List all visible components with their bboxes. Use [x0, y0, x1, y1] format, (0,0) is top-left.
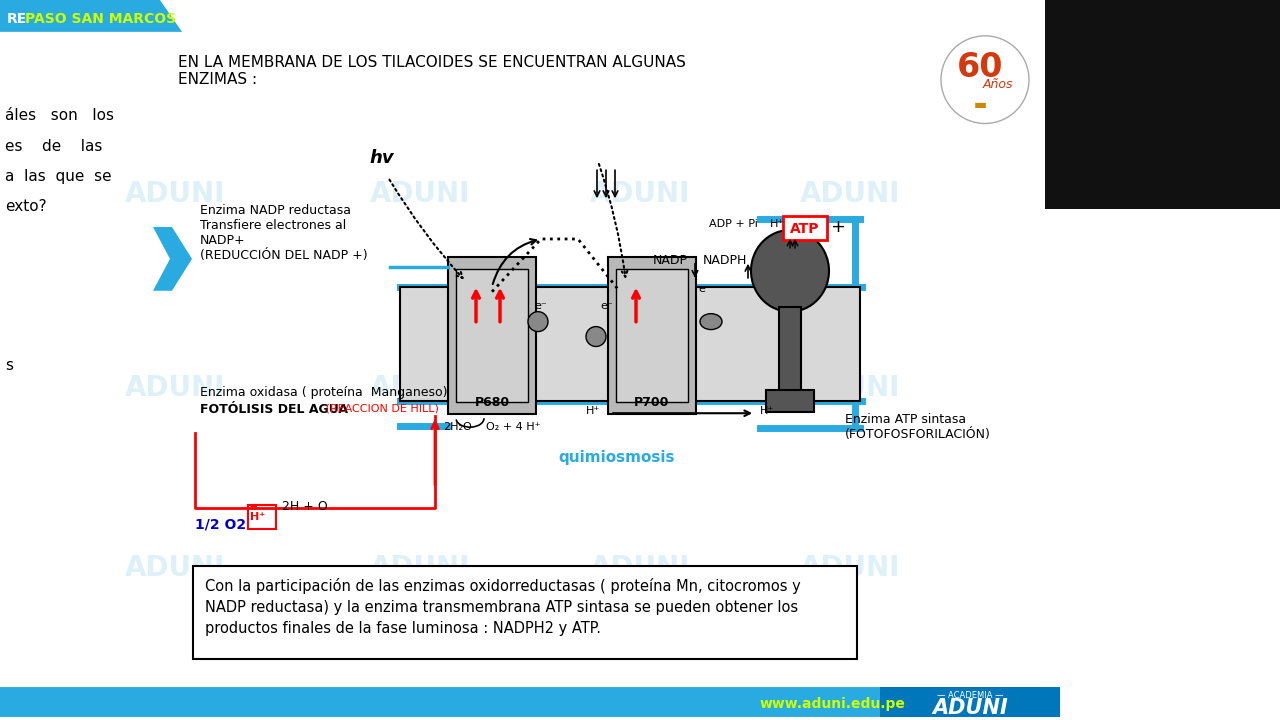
Polygon shape	[154, 227, 192, 291]
Text: e⁻: e⁻	[698, 284, 710, 294]
Text: ADUNI: ADUNI	[590, 554, 690, 582]
Text: Enzima ATP sintasa
(FOTOFOSFORILACIÓN): Enzima ATP sintasa (FOTOFOSFORILACIÓN)	[845, 413, 991, 441]
Text: H⁺: H⁺	[771, 219, 785, 229]
Text: ADUNI: ADUNI	[590, 180, 690, 208]
Text: exto?: exto?	[5, 199, 46, 214]
Text: 2H + O: 2H + O	[282, 500, 328, 513]
Bar	[448, 257, 536, 414]
FancyBboxPatch shape	[193, 566, 858, 660]
Text: O₂ + 4 H⁺: O₂ + 4 H⁺	[486, 422, 540, 432]
Text: hv: hv	[370, 149, 394, 167]
Bar	[616, 269, 689, 402]
Text: FOTÓLISIS DEL AGUA: FOTÓLISIS DEL AGUA	[200, 403, 348, 416]
Text: Años: Años	[983, 78, 1014, 91]
Text: EN LA MEMBRANA DE LOS TILACOIDES SE ENCUENTRAN ALGUNAS
ENZIMAS :: EN LA MEMBRANA DE LOS TILACOIDES SE ENCU…	[178, 55, 686, 87]
FancyBboxPatch shape	[783, 216, 827, 240]
Text: ADUNI: ADUNI	[370, 554, 470, 582]
Polygon shape	[881, 687, 1060, 717]
Text: e⁻: e⁻	[250, 502, 264, 512]
Text: ADUNI: ADUNI	[125, 374, 225, 402]
Bar	[456, 269, 529, 402]
Text: NADP: NADP	[653, 254, 687, 267]
Bar	[608, 257, 696, 414]
Circle shape	[941, 36, 1029, 123]
Text: es    de    las: es de las	[5, 140, 102, 154]
Polygon shape	[0, 687, 920, 717]
Text: — ACADEMIA —: — ACADEMIA —	[937, 690, 1004, 700]
Text: e⁻: e⁻	[534, 301, 547, 310]
Text: ADP + Pi: ADP + Pi	[709, 219, 758, 229]
Text: +: +	[829, 218, 845, 236]
Text: ADUNI: ADUNI	[125, 180, 225, 208]
Text: a  las  que  se: a las que se	[5, 169, 111, 184]
Text: ADUNI: ADUNI	[370, 374, 470, 402]
Text: NADPH: NADPH	[703, 254, 748, 267]
Text: Enzima NADP reductasa
Transfiere electrones al
NADP+
(REDUCCIÓN DEL NADP +): Enzima NADP reductasa Transfiere electro…	[200, 204, 367, 262]
Text: H⁺: H⁺	[250, 512, 265, 522]
Text: e⁻: e⁻	[600, 301, 613, 310]
Bar	[399, 287, 860, 401]
Text: PASO SAN MARCOS: PASO SAN MARCOS	[26, 12, 177, 26]
Text: RE: RE	[6, 12, 27, 26]
Text: ADUNI: ADUNI	[590, 374, 690, 402]
Text: ADUNI: ADUNI	[370, 180, 470, 208]
Text: www.aduni.edu.pe: www.aduni.edu.pe	[760, 697, 906, 711]
Bar	[1044, 0, 1280, 209]
Text: ADUNI: ADUNI	[932, 698, 1007, 718]
Ellipse shape	[751, 230, 829, 312]
Text: H⁺: H⁺	[760, 406, 774, 416]
Text: ▬: ▬	[973, 97, 987, 112]
Text: 1/2 O2: 1/2 O2	[195, 518, 246, 532]
Text: P680: P680	[475, 396, 509, 409]
Text: ADUNI: ADUNI	[800, 554, 900, 582]
Text: ADUNI: ADUNI	[125, 554, 225, 582]
Bar	[765, 390, 814, 413]
Text: 2H₂O: 2H₂O	[443, 422, 472, 432]
Text: P700: P700	[635, 396, 669, 409]
Bar	[248, 505, 276, 528]
Text: s: s	[5, 359, 13, 374]
Text: 60: 60	[956, 51, 1004, 84]
Text: (REACCION DE HILL): (REACCION DE HILL)	[323, 403, 439, 413]
Bar	[780, 307, 801, 396]
Text: áles   son   los: áles son los	[5, 107, 114, 122]
Circle shape	[529, 312, 548, 332]
Text: ATP: ATP	[790, 222, 819, 236]
Text: H⁺: H⁺	[586, 406, 600, 416]
Text: Con la participación de las enzimas oxidorreductasas ( proteína Mn, citocromos y: Con la participación de las enzimas oxid…	[205, 577, 801, 636]
Circle shape	[586, 327, 605, 346]
Text: quimiosmosis: quimiosmosis	[559, 450, 676, 465]
Ellipse shape	[700, 314, 722, 330]
Polygon shape	[0, 0, 182, 32]
Text: ADUNI: ADUNI	[800, 180, 900, 208]
Text: Enzima oxidasa ( proteína  Manganeso): Enzima oxidasa ( proteína Manganeso)	[200, 387, 448, 400]
Text: ADUNI: ADUNI	[800, 374, 900, 402]
